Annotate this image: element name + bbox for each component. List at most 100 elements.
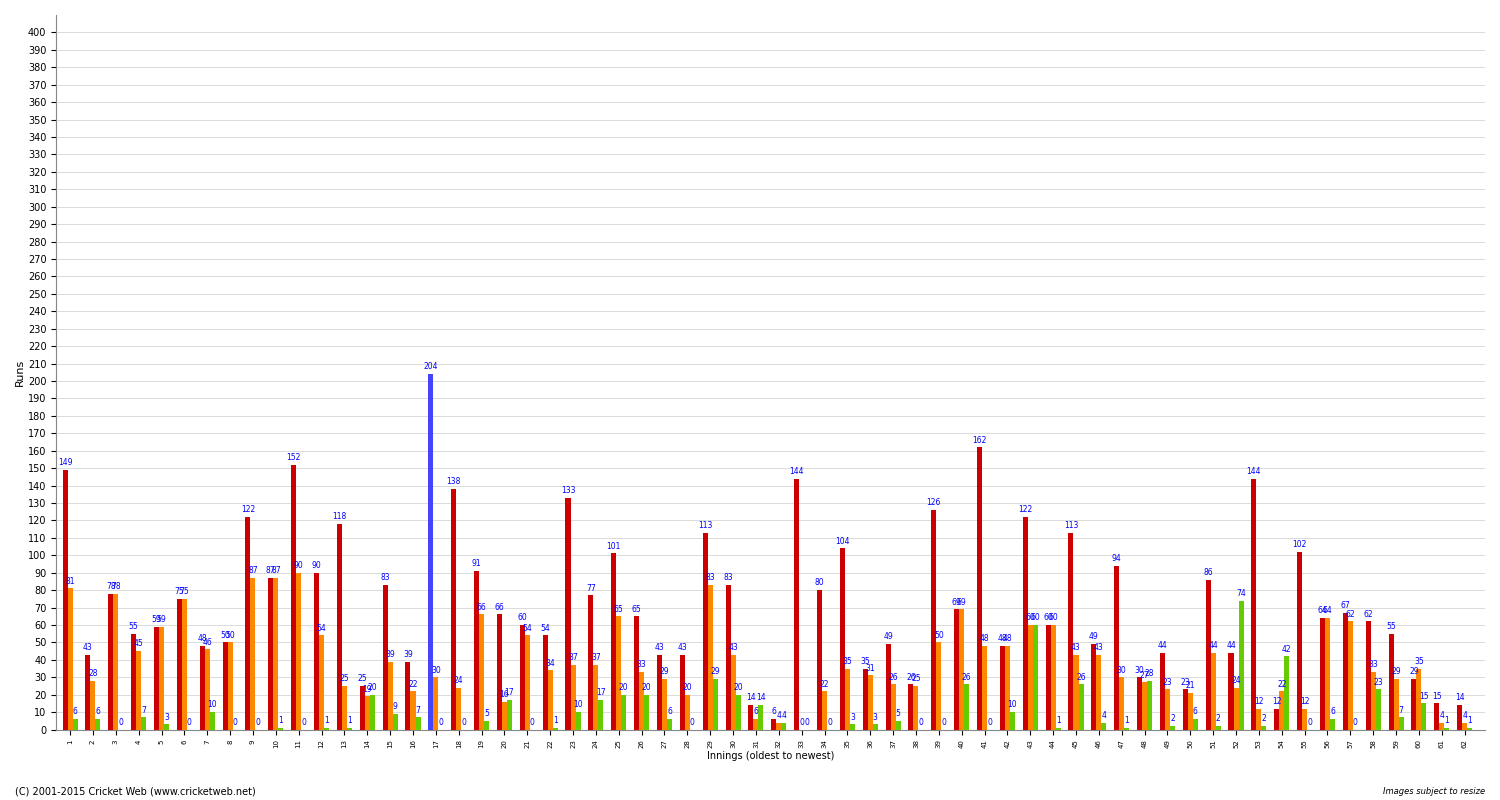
Text: 69: 69 (952, 598, 962, 606)
Text: 44: 44 (1209, 642, 1218, 650)
Text: 17: 17 (596, 688, 606, 698)
Bar (1274, 709, 1280, 730)
Text: 29: 29 (1408, 667, 1419, 676)
Text: 43: 43 (728, 643, 738, 652)
Bar (840, 548, 844, 730)
Text: 162: 162 (972, 435, 987, 445)
Text: 104: 104 (836, 537, 849, 546)
Text: 20: 20 (734, 683, 742, 692)
Text: 87: 87 (272, 566, 280, 575)
Text: 23: 23 (1162, 678, 1173, 687)
Text: 149: 149 (58, 458, 72, 467)
Bar (1192, 719, 1198, 730)
Text: 6: 6 (1330, 707, 1335, 717)
Text: 49: 49 (1089, 633, 1098, 642)
Bar (503, 702, 507, 730)
Text: 152: 152 (286, 453, 302, 462)
Text: 90: 90 (294, 561, 303, 570)
Text: 80: 80 (815, 578, 825, 587)
Bar (387, 662, 393, 730)
Bar (1160, 653, 1166, 730)
Text: 81: 81 (66, 577, 75, 586)
Text: 113: 113 (698, 521, 712, 530)
Bar (794, 478, 800, 730)
Bar (1444, 728, 1449, 730)
Bar (452, 489, 456, 730)
Text: 67: 67 (1341, 601, 1350, 610)
Bar (370, 694, 375, 730)
Text: 16: 16 (500, 690, 510, 699)
Bar (1467, 728, 1472, 730)
Text: 44: 44 (1158, 642, 1167, 650)
Text: 50: 50 (934, 630, 944, 640)
Bar (616, 616, 621, 730)
Bar (268, 578, 273, 730)
Bar (411, 691, 416, 730)
Bar (520, 625, 525, 730)
Bar (1023, 517, 1028, 730)
Text: 49: 49 (884, 633, 892, 642)
Text: 3: 3 (873, 713, 877, 722)
Text: 62: 62 (1364, 610, 1372, 619)
Text: 0: 0 (530, 718, 536, 727)
Text: 15: 15 (1432, 692, 1442, 701)
Bar (1114, 566, 1119, 730)
Bar (932, 510, 936, 730)
Bar (342, 686, 346, 730)
Text: 25: 25 (910, 674, 921, 683)
Bar (1320, 618, 1324, 730)
Bar (598, 700, 603, 730)
Bar (141, 718, 146, 730)
Text: 6: 6 (668, 707, 672, 717)
Text: 26: 26 (888, 673, 898, 682)
Bar (324, 728, 328, 730)
Bar (429, 374, 433, 730)
Text: 55: 55 (1386, 622, 1396, 631)
Bar (1422, 703, 1426, 730)
Text: 55: 55 (129, 622, 138, 631)
Text: 25: 25 (339, 674, 350, 683)
Text: 0: 0 (942, 718, 946, 727)
Text: 25: 25 (357, 674, 368, 683)
Text: 27: 27 (1140, 671, 1149, 680)
Text: 22: 22 (408, 679, 419, 689)
Text: 20: 20 (620, 683, 628, 692)
Text: 65: 65 (632, 605, 642, 614)
Text: 10: 10 (573, 701, 584, 710)
Bar (1056, 728, 1060, 730)
Text: 91: 91 (471, 559, 482, 568)
Bar (130, 634, 136, 730)
Text: 7: 7 (1398, 706, 1404, 714)
Text: 0: 0 (690, 718, 694, 727)
Bar (478, 614, 484, 730)
Text: 24: 24 (1232, 676, 1240, 685)
Bar (1416, 669, 1422, 730)
Text: (C) 2001-2015 Cricket Web (www.cricketweb.net): (C) 2001-2015 Cricket Web (www.cricketwe… (15, 786, 255, 796)
Text: 14: 14 (746, 694, 756, 702)
Bar (712, 679, 718, 730)
Bar (1389, 634, 1394, 730)
Text: 6: 6 (1192, 707, 1198, 717)
Text: 0: 0 (1353, 718, 1358, 727)
Bar (1251, 478, 1257, 730)
Text: 12: 12 (1272, 697, 1281, 706)
Bar (433, 678, 438, 730)
Bar (885, 644, 891, 730)
Bar (686, 694, 690, 730)
Text: 30: 30 (1134, 666, 1144, 674)
Bar (588, 595, 594, 730)
Text: 83: 83 (381, 574, 390, 582)
Bar (114, 594, 118, 730)
Bar (657, 654, 662, 730)
Text: 60: 60 (1026, 614, 1035, 622)
Text: 87: 87 (266, 566, 276, 575)
Text: 48: 48 (1002, 634, 1013, 643)
Text: 0: 0 (827, 718, 833, 727)
Bar (644, 694, 650, 730)
Text: 138: 138 (447, 478, 460, 486)
Text: 22: 22 (821, 679, 830, 689)
Bar (86, 654, 90, 730)
Bar (1398, 718, 1404, 730)
Bar (1262, 726, 1266, 730)
Bar (496, 614, 502, 730)
